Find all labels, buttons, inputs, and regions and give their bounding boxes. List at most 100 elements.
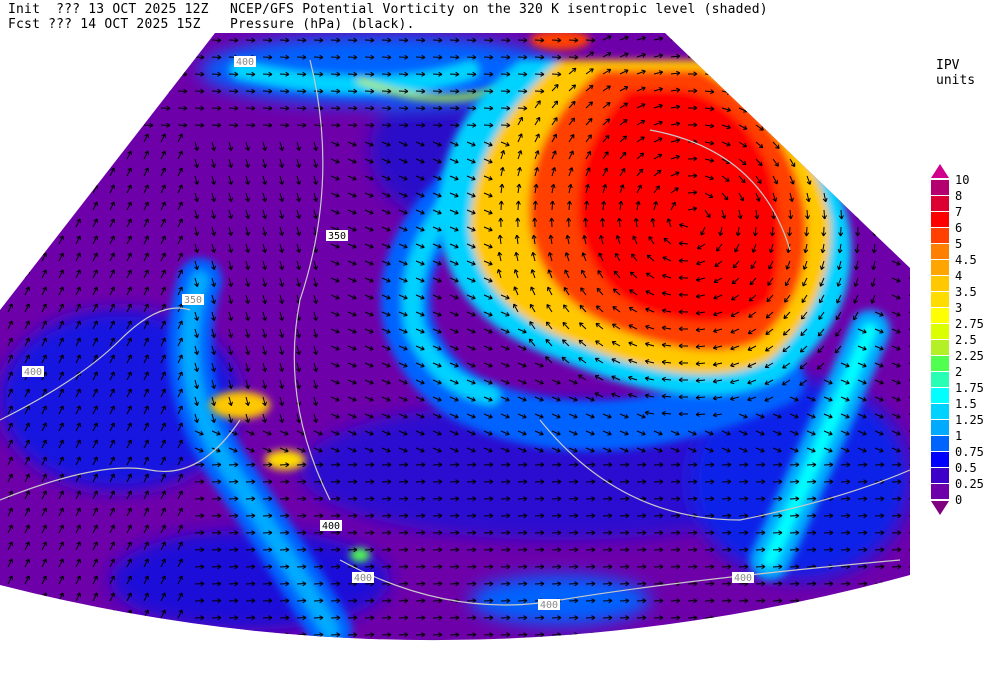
wind-arrow <box>789 90 798 98</box>
wind-arrow <box>194 158 199 169</box>
wind-arrow <box>160 122 171 128</box>
wind-arrow <box>483 632 494 638</box>
wind-arrow <box>364 158 374 164</box>
wind-arrow <box>789 496 800 502</box>
wind-arrow <box>42 661 46 669</box>
wind-arrow <box>731 277 740 285</box>
wind-arrow <box>747 362 757 368</box>
wind-arrow <box>891 530 902 536</box>
wind-arrow <box>908 496 910 502</box>
wind-arrow <box>24 524 30 534</box>
wind-arrow <box>279 413 284 424</box>
wind-arrow <box>382 650 391 654</box>
wind-arrow <box>704 55 715 61</box>
wind-arrow <box>755 581 766 587</box>
wind-arrow <box>891 105 902 111</box>
wind-arrow <box>840 124 847 134</box>
wind-arrow <box>764 379 774 385</box>
wind-arrow <box>466 447 476 453</box>
wind-arrow <box>636 168 644 177</box>
wind-arrow <box>109 592 115 602</box>
wind-arrow <box>92 388 98 398</box>
wind-arrow <box>678 326 689 332</box>
wind-arrow <box>891 615 902 621</box>
wind-arrow <box>908 260 910 266</box>
wind-arrow <box>75 218 81 228</box>
wind-arrow <box>24 456 30 466</box>
wind-arrow <box>874 396 884 402</box>
wind-arrow <box>670 496 681 502</box>
wind-arrow <box>75 456 81 466</box>
wind-arrow <box>109 303 115 313</box>
wind-arrow <box>908 243 910 249</box>
wind-arrow <box>772 141 780 150</box>
wind-arrow <box>784 294 791 303</box>
wind-arrow <box>765 311 774 319</box>
wind-arrow <box>891 447 901 453</box>
wind-arrow <box>41 150 47 160</box>
wind-arrow <box>194 209 199 220</box>
wind-arrow <box>92 105 103 111</box>
wind-arrow <box>695 395 706 400</box>
wind-arrow <box>177 201 183 211</box>
wind-arrow <box>551 462 562 468</box>
wind-arrow <box>398 54 409 60</box>
wind-arrow <box>772 90 782 97</box>
wind-arrow <box>484 667 493 671</box>
wind-arrow <box>636 430 646 436</box>
wind-arrow <box>347 379 357 385</box>
wind-arrow <box>41 337 47 347</box>
wind-arrow <box>908 71 910 77</box>
wind-arrow <box>177 609 183 619</box>
wind-arrow <box>534 430 544 436</box>
wind-arrow <box>755 158 763 167</box>
wind-arrow <box>313 192 318 203</box>
wind-arrow <box>177 575 183 585</box>
wind-arrow <box>619 86 629 92</box>
wind-arrow <box>586 650 595 654</box>
wind-arrow <box>466 496 477 502</box>
wind-arrow <box>127 644 131 652</box>
wind-arrow <box>873 192 879 203</box>
wind-arrow <box>449 581 460 587</box>
wind-arrow <box>654 667 663 671</box>
wind-arrow <box>518 667 527 671</box>
wind-arrow <box>500 430 510 436</box>
wind-arrow <box>704 632 715 638</box>
colorbar-swatch <box>931 244 949 259</box>
wind-arrow <box>228 122 239 128</box>
wind-arrow <box>748 311 757 318</box>
wind-arrow <box>838 226 844 237</box>
wind-arrow <box>432 396 442 402</box>
wind-arrow <box>695 361 706 367</box>
wind-arrow <box>313 209 318 220</box>
colorbar-swatch <box>931 484 949 499</box>
wind-arrow <box>228 88 239 94</box>
wind-arrow <box>500 513 511 519</box>
wind-arrow <box>228 105 239 111</box>
wind-arrow <box>347 141 357 147</box>
wind-arrow <box>755 73 765 79</box>
wind-arrow <box>194 632 205 638</box>
wind-arrow <box>517 150 523 160</box>
wind-arrow <box>7 558 13 568</box>
wind-arrow <box>381 71 392 77</box>
wind-arrow <box>313 513 324 519</box>
wind-arrow <box>874 513 885 519</box>
wind-arrow <box>908 513 910 519</box>
wind-arrow <box>76 644 80 652</box>
wind-arrow <box>602 68 612 75</box>
wind-arrow <box>534 564 545 570</box>
wind-arrow <box>347 175 357 181</box>
wind-arrow <box>262 209 267 220</box>
wind-arrow <box>466 105 477 111</box>
wind-arrow <box>500 479 511 485</box>
wind-arrow <box>653 53 664 59</box>
wind-arrow <box>41 507 47 517</box>
wind-arrow <box>279 54 290 60</box>
wind-arrow <box>279 141 284 152</box>
wind-arrow <box>653 87 664 92</box>
wind-arrow <box>644 359 655 364</box>
wind-arrow <box>721 632 732 638</box>
wind-arrow <box>58 88 69 94</box>
